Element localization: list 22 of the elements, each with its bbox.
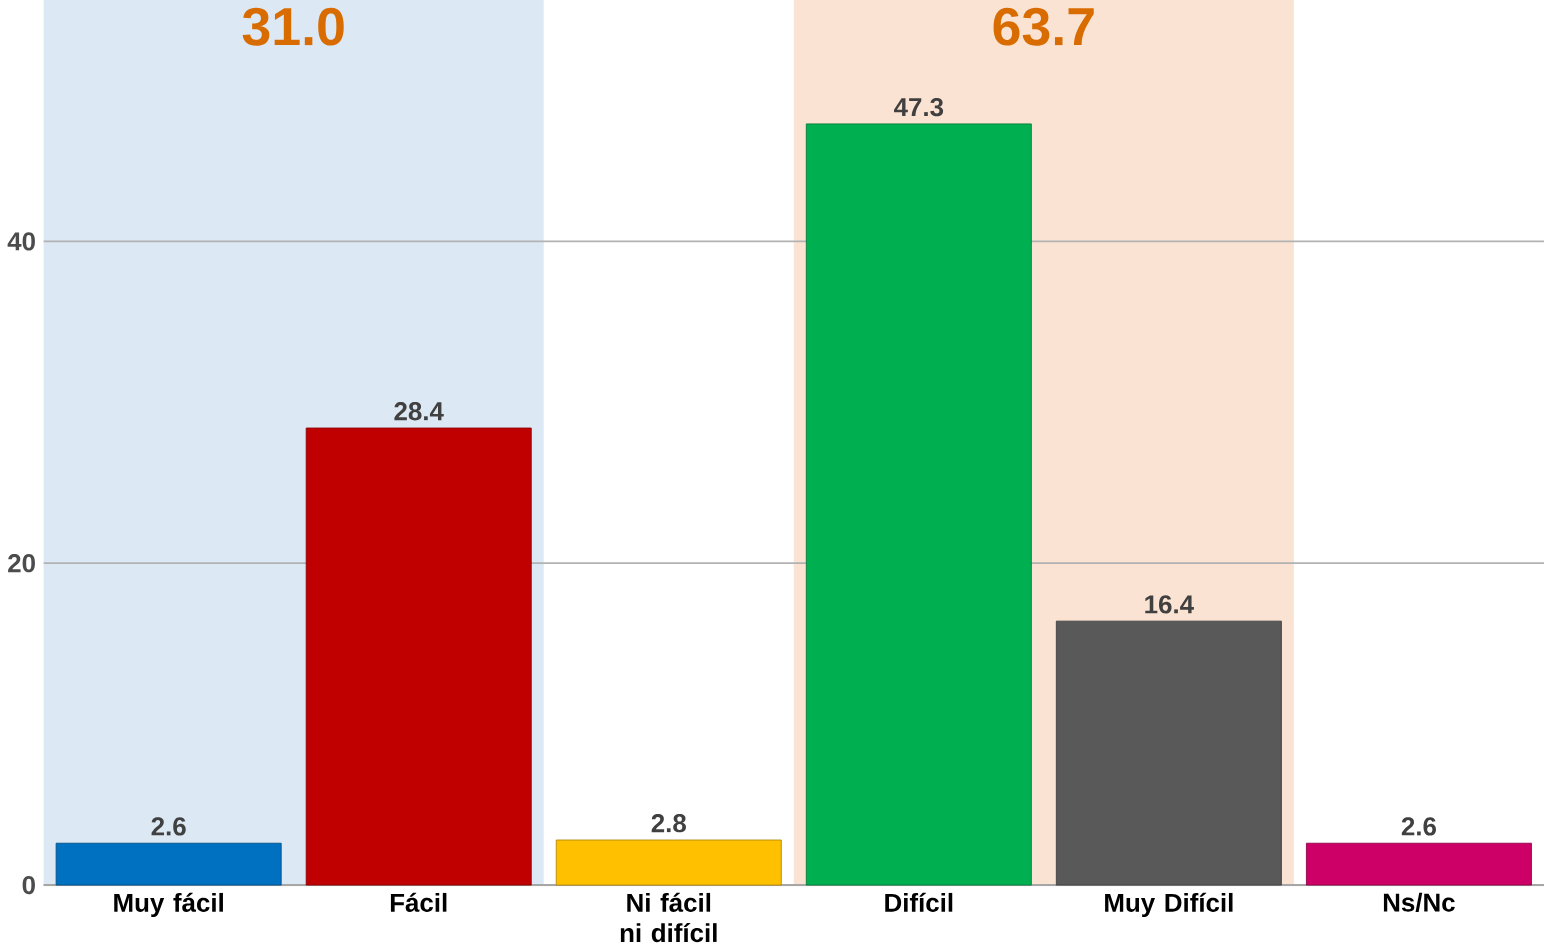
band-label: 63.7	[993, 7, 1094, 46]
bar	[305, 427, 532, 886]
data-label: 2.6	[1401, 817, 1436, 836]
x-tick-label: Ns/Nc	[1383, 892, 1455, 912]
x-tick-label: Fácil	[390, 892, 447, 912]
bar	[1055, 620, 1282, 886]
x-tick-label: Muy fácil	[114, 892, 223, 917]
band-label: 31.0	[242, 7, 344, 46]
x-tick-label: Difícil	[885, 892, 953, 912]
y-tick-label: 40	[7, 232, 35, 251]
data-label: 16.4	[1145, 595, 1194, 614]
x-tick-label: Muy Difícil	[1105, 892, 1233, 917]
y-tick-label: 20	[8, 553, 35, 573]
data-label: 28.4	[394, 401, 444, 421]
data-label: 2.6	[151, 817, 186, 836]
data-label: 2.8	[651, 813, 686, 833]
bar	[1305, 842, 1532, 886]
y-tick-label: 0	[22, 875, 35, 895]
bar	[555, 839, 782, 886]
bar	[55, 842, 282, 886]
data-label: 47.3	[894, 97, 944, 117]
x-tick-label: Ni fácil ni difícil	[620, 892, 717, 942]
